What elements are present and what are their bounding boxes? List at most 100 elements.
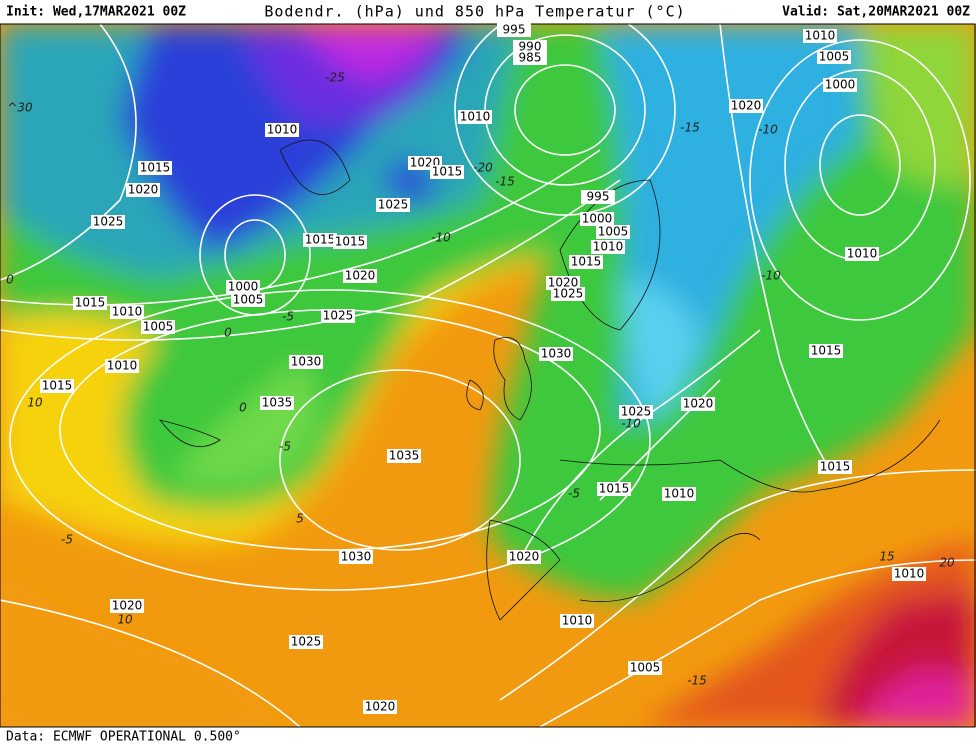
isobar-value: 1010 — [664, 487, 695, 501]
isobar-label: 1025 — [91, 215, 125, 229]
isobar-value: 1030 — [541, 347, 572, 361]
isobar-value: 1015 — [811, 344, 842, 358]
isobar-value: 990 — [519, 40, 542, 54]
isobar-value: 1000 — [825, 78, 856, 92]
isobar-value: 1035 — [389, 449, 420, 463]
isobar-value: 1025 — [291, 635, 322, 649]
temperature-label: -5 — [279, 440, 291, 454]
label-box — [597, 482, 631, 496]
isobar-value: 1005 — [233, 293, 264, 307]
label-box — [339, 550, 373, 564]
temperature-label: -5 — [61, 533, 73, 547]
isobar-label: 1015 — [818, 460, 852, 474]
isobar-value: 1010 — [847, 247, 878, 261]
label-box — [363, 700, 397, 714]
temperature-label: -15 — [687, 674, 707, 688]
label-box — [141, 320, 175, 334]
isobar-label: 1025 — [321, 309, 355, 323]
isobar-value: 995 — [587, 190, 610, 204]
isobar-label: 1015 — [303, 233, 337, 247]
temperature-label: 20 — [939, 556, 955, 570]
isobar-label: 1035 — [260, 396, 294, 410]
label-box — [110, 305, 144, 319]
data-source: Data: ECMWF OPERATIONAL 0.500° — [6, 730, 241, 745]
label-box — [823, 78, 857, 92]
isobar-label: 1020 — [729, 99, 763, 113]
isobar-value: 1005 — [630, 661, 661, 675]
isobar-label: 1000 — [823, 78, 857, 92]
isobar-value: 1005 — [819, 50, 850, 64]
isobar-label: 1015 — [333, 235, 367, 249]
isobar-value: 1010 — [460, 110, 491, 124]
label-box — [73, 296, 107, 310]
temperature-label: -20 — [473, 161, 493, 175]
label-box — [265, 123, 299, 137]
isobar-label: 1035 — [387, 449, 421, 463]
isobar-value: 1020 — [683, 397, 714, 411]
isobar-value: 1030 — [291, 355, 322, 369]
isobar-label: 1005 — [596, 225, 630, 239]
isobar-value: 1020 — [548, 276, 579, 290]
isobar-value: 1010 — [894, 567, 925, 581]
isobar-value: 1015 — [335, 235, 366, 249]
label-box — [729, 99, 763, 113]
isobar-label: 1025 — [619, 405, 653, 419]
temperature-label: 15 — [879, 550, 894, 564]
label-box — [343, 269, 377, 283]
isobar-value: 1020 — [731, 99, 762, 113]
isobar-label: 1005 — [231, 293, 265, 307]
label-box — [458, 110, 492, 124]
temperature-label: 0 — [224, 326, 232, 340]
isobar-label: 1010 — [845, 247, 879, 261]
label-box — [513, 51, 547, 65]
isobar-label: 1025 — [376, 198, 410, 212]
isobar-label: 1020 — [126, 183, 160, 197]
isobar-label: 1015 — [430, 165, 464, 179]
label-box — [289, 635, 323, 649]
isobar-value: 1000 — [228, 280, 259, 294]
temperature-label: -5 — [282, 310, 294, 324]
isobar-label: 1010 — [591, 240, 625, 254]
label-box — [40, 379, 74, 393]
isobar-value: 1005 — [143, 320, 174, 334]
label-box — [507, 550, 541, 564]
temperature-label: 0 — [6, 273, 14, 287]
label-box — [110, 599, 144, 613]
isobar-value: 995 — [503, 23, 526, 37]
temperature-label: -10 — [758, 123, 778, 137]
temperature-label: -25 — [325, 71, 345, 85]
temperature-label: 10 — [117, 613, 133, 627]
isobar-label: 1010 — [110, 305, 144, 319]
isobar-label: 995 — [581, 190, 615, 204]
label-box — [289, 355, 323, 369]
label-box — [333, 235, 367, 249]
label-box — [551, 287, 585, 301]
isobar-label: 1015 — [569, 255, 603, 269]
isobar-value: 1015 — [571, 255, 602, 269]
label-box — [581, 190, 615, 204]
valid-time: Valid: Sat,20MAR2021 00Z — [782, 5, 970, 20]
isobar-label: 1015 — [40, 379, 74, 393]
isobar-label: 1030 — [539, 347, 573, 361]
isobar-value: 1010 — [107, 359, 138, 373]
isobar-label: 1010 — [105, 359, 139, 373]
init-time: Init: Wed,17MAR2021 00Z — [6, 5, 186, 20]
label-box — [126, 183, 160, 197]
isobar-label: 985 — [513, 51, 547, 65]
isobar-label: 1020 — [343, 269, 377, 283]
map-title: Bodendr. (hPa) und 850 hPa Temperatur (°… — [264, 3, 685, 21]
label-box — [803, 29, 837, 43]
isobar-value: 1020 — [112, 599, 143, 613]
isobar-label: 1025 — [551, 287, 585, 301]
isobar-label: 990 — [513, 40, 547, 54]
isobar-label: 1015 — [809, 344, 843, 358]
label-box — [497, 23, 531, 37]
label-box — [376, 198, 410, 212]
isobar-value: 1020 — [365, 700, 396, 714]
isobar-value: 1015 — [599, 482, 630, 496]
isobar-label: 1020 — [681, 397, 715, 411]
label-box — [580, 212, 614, 226]
isobar-label: 1020 — [110, 599, 144, 613]
label-box — [260, 396, 294, 410]
